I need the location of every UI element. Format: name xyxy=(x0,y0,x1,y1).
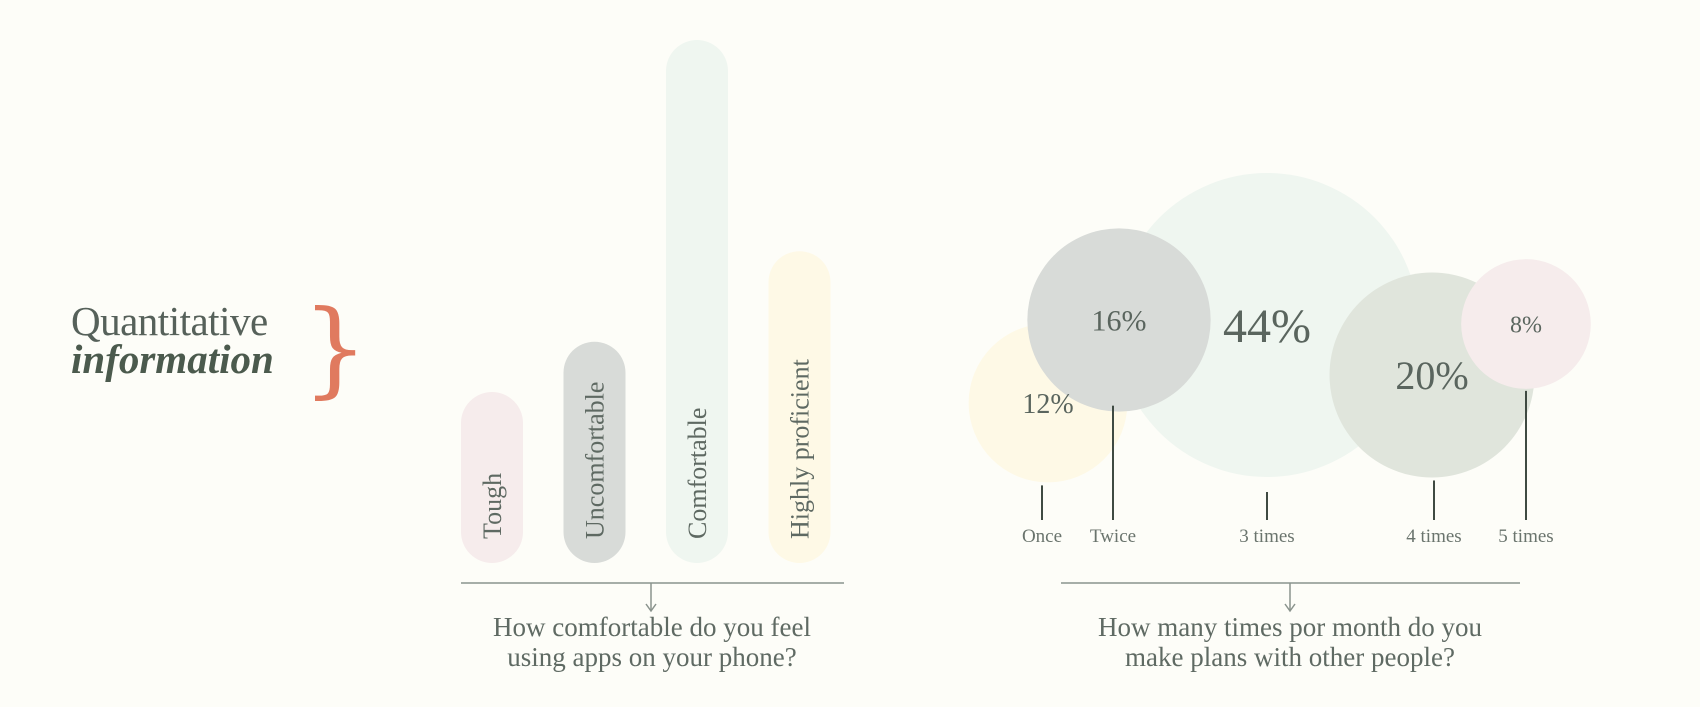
brace-icon: } xyxy=(302,287,369,409)
bar-uncomfortable xyxy=(563,341,626,563)
bubble-chart-question: How many times por month do you make pla… xyxy=(1070,612,1510,672)
heading-line-1: Quantitative xyxy=(71,298,268,344)
section-heading: Quantitative information xyxy=(71,298,274,382)
bubble-category-label: Once xyxy=(1022,526,1062,547)
bubble-category-label: Twice xyxy=(1090,526,1136,547)
bubble-value-label: 20% xyxy=(1395,353,1468,398)
bar-highly-proficient xyxy=(768,251,831,563)
heading-line-2: information xyxy=(71,336,274,382)
bubble-5-times xyxy=(1461,259,1591,389)
bar-comfortable xyxy=(666,40,728,563)
bar-label: Highly proficient xyxy=(786,358,815,539)
bubble-question-line-2: make plans with other people? xyxy=(1125,642,1455,672)
bar-label: Uncomfortable xyxy=(581,382,610,539)
bar-chart-question: How comfortable do you feel using apps o… xyxy=(432,612,872,672)
bubble-value-label: 8% xyxy=(1510,312,1542,338)
bar-label: Comfortable xyxy=(683,408,712,539)
bubble-value-label: 12% xyxy=(1022,389,1073,420)
arrow-down-icon xyxy=(645,603,657,613)
bubble-category-label: 4 times xyxy=(1406,526,1461,547)
bubble-question-line-1: How many times por month do you xyxy=(1098,612,1482,642)
bar-question-line-1: How comfortable do you feel xyxy=(493,612,811,642)
bubble-category-label: 3 times xyxy=(1239,526,1294,547)
bubble-value-label: 44% xyxy=(1223,300,1311,353)
bar-tough xyxy=(461,392,523,563)
bar-label: Tough xyxy=(478,473,507,539)
bubble-twice xyxy=(1027,228,1211,412)
bar-question-line-2: using apps on your phone? xyxy=(507,642,797,672)
bubble-category-label: 5 times xyxy=(1498,526,1553,547)
bubble-value-label: 16% xyxy=(1092,305,1147,338)
arrow-down-icon xyxy=(1284,603,1296,613)
